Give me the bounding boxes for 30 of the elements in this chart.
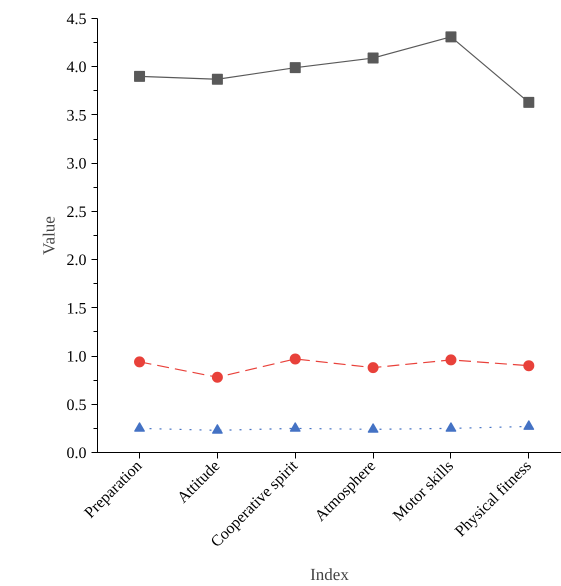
y-tick-label: 1.5: [66, 300, 86, 318]
y-tick-label: 0.5: [66, 396, 86, 414]
y-tick-label: 3.5: [66, 107, 86, 124]
y-axis-title: Value: [40, 216, 58, 255]
point: [290, 62, 301, 74]
point: [212, 424, 223, 434]
point: [212, 372, 223, 383]
y-tick-label: 2.0: [66, 252, 86, 270]
y-tick-label: 3.0: [66, 156, 86, 173]
y-tick-label: 0.0: [66, 445, 86, 462]
point: [368, 362, 379, 374]
point: [290, 353, 301, 364]
y-tick-label: 2.5: [66, 204, 86, 221]
point: [134, 70, 146, 82]
point: [134, 356, 146, 368]
point: [523, 96, 534, 108]
point: [445, 422, 456, 432]
point: [445, 31, 456, 42]
y-tick-label: 1.0: [66, 348, 86, 366]
point: [368, 52, 379, 64]
y-tick-label: 4.5: [66, 11, 86, 28]
point: [523, 420, 534, 430]
y-tick-label: 4.0: [66, 59, 86, 76]
point: [523, 360, 534, 372]
point: [134, 422, 146, 432]
point: [290, 422, 301, 432]
x-axis-title: Index: [310, 564, 350, 584]
point: [368, 423, 379, 433]
point: [445, 354, 456, 366]
point: [212, 74, 223, 85]
